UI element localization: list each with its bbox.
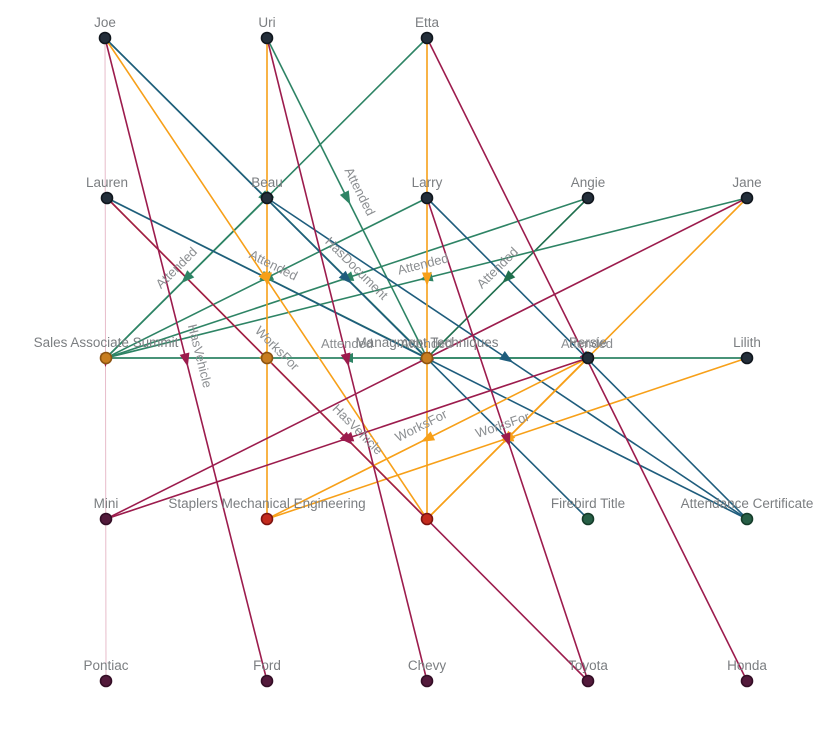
node-label-angie: Angie (571, 175, 606, 190)
edge-label-lilith-sas: Attended (400, 336, 452, 351)
edge-arrow-beau-attcert (499, 351, 514, 363)
edge-label-lauren-mt: Attended (247, 247, 300, 284)
edge-arrow-larry-toyota (500, 432, 511, 447)
node-pontiac[interactable] (99, 674, 113, 688)
node-firebird[interactable] (581, 512, 595, 526)
node-label-persie: Persie (569, 335, 607, 350)
node-label-uri: Uri (258, 15, 275, 30)
node-staplers[interactable] (260, 512, 274, 526)
node-mini[interactable] (99, 512, 113, 526)
node-lilith[interactable] (740, 351, 754, 365)
node-lauren[interactable] (100, 191, 114, 205)
node-joe[interactable] (98, 31, 112, 45)
node-label-beau: Beau (251, 175, 283, 190)
node-ford[interactable] (260, 674, 274, 688)
node-persie[interactable] (581, 351, 595, 365)
edge-arrow-joe-firebird (338, 270, 352, 284)
edge-arrow-angie-mt (502, 270, 516, 284)
node-label-toyota: Toyota (568, 658, 608, 673)
edge-label-joe-firebird: HasDocument (322, 234, 391, 303)
node-toyota[interactable] (581, 674, 595, 688)
edge-label-persie-staplers: WorksFor (393, 406, 450, 445)
node-label-pontiac: Pontiac (83, 658, 128, 673)
node-label-larry: Larry (412, 175, 443, 190)
node-label-lauren: Lauren (86, 175, 128, 190)
node-larry[interactable] (420, 191, 434, 205)
edge-arrow-uri-chevy (340, 352, 351, 367)
node-label-joe: Joe (94, 15, 116, 30)
node-label-mini: Mini (94, 496, 119, 511)
node-label-lilith: Lilith (733, 335, 761, 350)
node-label-ford: Ford (253, 658, 281, 673)
edge-arrow-joe-company2 (258, 270, 271, 285)
node-label-staplers: Staplers Mechanical Engineering (168, 496, 365, 511)
node-label-honda: Honda (727, 658, 767, 673)
node-mt[interactable] (420, 351, 434, 365)
node-beau[interactable] (260, 191, 274, 205)
node-label-attcert: Attendance Certificate (681, 496, 814, 511)
node-label-etta: Etta (415, 15, 440, 30)
node-angie[interactable] (581, 191, 595, 205)
node-etta[interactable] (420, 31, 434, 45)
node-label-chevy: Chevy (408, 658, 447, 673)
node-attcert[interactable] (740, 512, 754, 526)
edge-label-lilith-mt: Attended (561, 336, 613, 351)
edge-arrow-joe-ford (179, 352, 190, 367)
node-layer: Joe Uri Etta Lauren Beau Larry Angie Jane Sales … (34, 15, 814, 688)
node-label-jane: Jane (732, 175, 761, 190)
node-company2[interactable] (420, 512, 434, 526)
node-chevy[interactable] (420, 674, 434, 688)
node-event2[interactable] (260, 351, 274, 365)
edge-label-persie-sas: Attended (321, 336, 373, 351)
edge-arrow-etta-company2 (422, 272, 432, 286)
node-label-sas: Sales Associate Summit (34, 335, 179, 350)
edge-arrow-beau-sas (181, 270, 195, 284)
node-honda[interactable] (740, 674, 754, 688)
node-jane[interactable] (740, 191, 754, 205)
node-uri[interactable] (260, 31, 274, 45)
node-sas[interactable] (99, 351, 113, 365)
edge-arrow-uri-mt (339, 190, 351, 205)
node-label-mt: Managment Techniques (355, 335, 498, 350)
edge-arrow-persie-mini (339, 431, 355, 442)
edge-arrow-persie-staplers (420, 431, 436, 442)
edge-label-lauren-company2: WorksFor (252, 323, 303, 374)
node-label-firebird: Firebird Title (551, 496, 625, 511)
